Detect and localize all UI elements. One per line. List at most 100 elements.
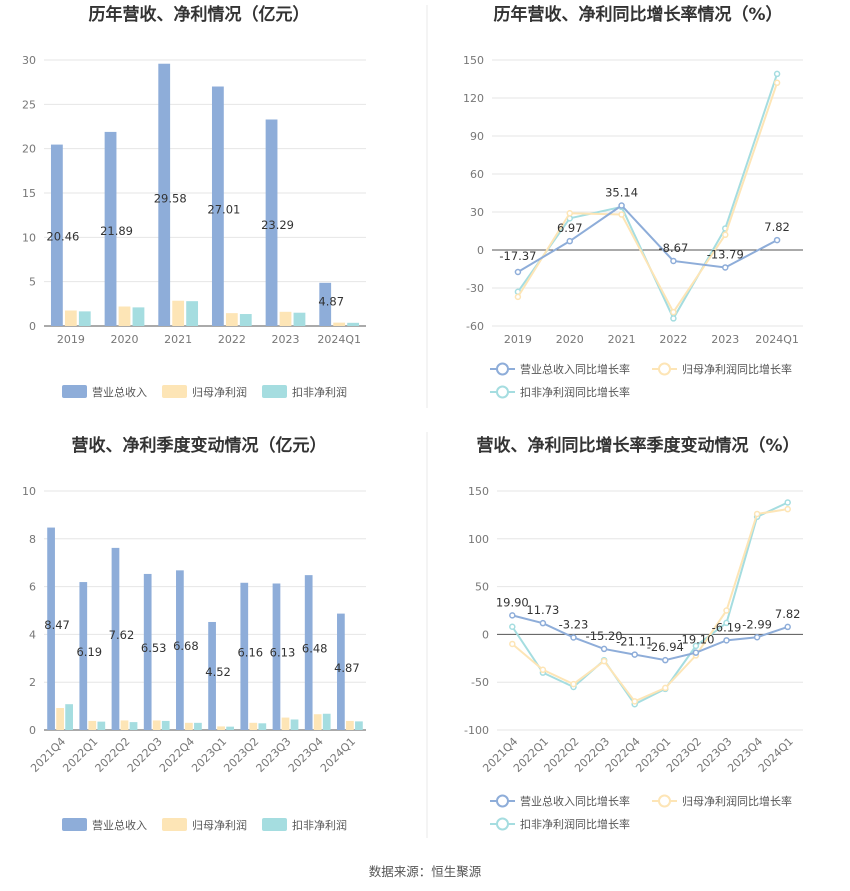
c1-bar-revenue: [319, 282, 332, 326]
c3-bar-net-profit: [249, 722, 258, 730]
c2-data-label: -17.37: [499, 249, 536, 263]
c4-series-point-0: [631, 651, 638, 658]
c3-y-tick: 2: [29, 676, 36, 689]
c3-legend-swatch: [162, 818, 187, 831]
c3-bar-net-profit: [88, 720, 97, 730]
c2-legend-label: 营业总收入同比增长率: [520, 362, 630, 376]
c4-y-tick: -100: [464, 724, 489, 737]
c2-series-point-1: [566, 210, 573, 217]
c2-data-label: -13.79: [707, 247, 744, 261]
c4-series-point-1: [723, 607, 730, 614]
c4-series-point-1: [570, 680, 577, 688]
c2-y-tick: 60: [470, 168, 484, 181]
c3-bar-net-profit: [346, 720, 354, 730]
c3-bar-revenue: [208, 621, 216, 730]
c1-bar-revenue: [158, 63, 171, 326]
c4-data-label: -21.11: [616, 635, 653, 649]
c2-data-label: 7.82: [764, 220, 790, 234]
c3-bar-deducted-profit: [194, 722, 202, 730]
c3-bar-revenue: [111, 547, 120, 730]
c4-data-label: -26.94: [647, 640, 684, 654]
c3-legend-label: 归母净利润: [192, 818, 247, 832]
c3-bar-revenue: [176, 570, 184, 730]
c3-data-label: 8.47: [44, 618, 70, 632]
c4-data-label: 19.90: [496, 595, 529, 609]
c4-series-point-0: [753, 634, 761, 641]
c2-x-tick: 2021: [608, 333, 636, 346]
c3-bar-revenue: [240, 582, 249, 730]
c3-x-tick: 2024Q1: [318, 735, 358, 775]
c1-bar-revenue: [265, 119, 278, 326]
c3-bar-deducted-profit: [258, 723, 267, 730]
c1-bar-net-profit: [118, 306, 131, 326]
c4-series-point-1: [631, 698, 638, 705]
c4-legend-marker: [496, 817, 509, 831]
c3-data-label: 6.53: [141, 641, 167, 655]
c4-y-tick: 50: [475, 581, 489, 594]
c4-series-point-2: [723, 619, 730, 627]
c2-x-tick: 2023: [711, 333, 739, 346]
c2-y-tick: 90: [470, 130, 484, 143]
c4-series-point-1: [784, 505, 791, 513]
c1-bar-net-profit: [333, 322, 346, 326]
c2-series-point-1: [722, 231, 729, 239]
c4-series-point-0: [692, 649, 700, 656]
c3-data-label: 6.16: [237, 645, 263, 659]
c1-data-label: 23.29: [261, 218, 294, 232]
c1-y-tick: 15: [22, 187, 36, 200]
c1-bar-deducted-profit: [186, 301, 199, 326]
c2-data-label: -8.67: [659, 241, 689, 255]
c1-y-tick: 25: [22, 98, 36, 111]
c2-series-line-0: [517, 204, 778, 273]
c4-data-label: -19.10: [677, 633, 714, 647]
c1-x-tick: 2021: [164, 333, 192, 346]
c4-data-label: -6.19: [712, 620, 742, 634]
c4-series-point-2: [692, 642, 700, 650]
c4-y-tick: 100: [468, 533, 489, 546]
c2-y-tick: 0: [477, 244, 484, 257]
c1-legend-label: 营业总收入: [92, 385, 147, 399]
c2-title: 历年营收、净利同比增长率情况（%）: [493, 4, 782, 25]
c1-bar-deducted-profit: [78, 311, 91, 326]
c2-legend-marker: [658, 362, 671, 376]
c1-legend-swatch: [162, 385, 187, 398]
c4-legend-label: 扣非净利润同比增长率: [520, 817, 630, 831]
c3-data-label: 6.48: [302, 642, 328, 656]
c3-legend-label: 扣非净利润: [292, 818, 347, 832]
c1-y-tick: 0: [29, 320, 36, 333]
c1-title: 历年营收、净利情况（亿元）: [89, 4, 310, 25]
c3-bar-deducted-profit: [97, 721, 106, 730]
c4-series-point-0: [539, 619, 547, 627]
c2-y-tick: -60: [466, 320, 484, 333]
c3-bar-net-profit: [185, 722, 193, 730]
c4-series-line-0: [512, 614, 789, 662]
c2-series-point-2: [670, 315, 677, 322]
c2-series-point-0: [566, 237, 573, 245]
c4-series-point-1: [753, 510, 761, 518]
c4-series-point-0: [723, 637, 730, 644]
c4-legend-label: 营业总收入同比增长率: [520, 794, 630, 808]
c3-bar-deducted-profit: [355, 721, 363, 730]
c2-data-label: 35.14: [605, 185, 638, 199]
c1-data-label: 4.87: [318, 295, 344, 309]
c3-bar-revenue: [79, 582, 88, 730]
c3-bar-net-profit: [56, 708, 64, 730]
c3-data-label: 7.62: [109, 628, 135, 642]
c1-x-tick: 2020: [111, 333, 139, 346]
c3-bar-deducted-profit: [129, 722, 138, 730]
c2-series-point-0: [670, 257, 677, 265]
data-source: 数据来源：恒生聚源: [369, 864, 482, 879]
c1-bar-deducted-profit: [293, 312, 306, 326]
c1-bar-net-profit: [279, 311, 292, 326]
c2-x-tick: 2020: [556, 333, 584, 346]
c3-bar-deducted-profit: [322, 713, 331, 730]
c2-series-point-1: [514, 293, 522, 301]
c2-data-label: 6.97: [557, 221, 583, 235]
c1-bar-net-profit: [64, 310, 77, 326]
c1-bar-net-profit: [172, 300, 185, 326]
c2-x-tick: 2022: [659, 333, 687, 346]
c4-series-point-0: [784, 623, 791, 631]
c4-legend-marker: [496, 794, 509, 808]
c2-legend-marker: [496, 385, 509, 399]
c3-data-label: 4.87: [334, 661, 360, 675]
